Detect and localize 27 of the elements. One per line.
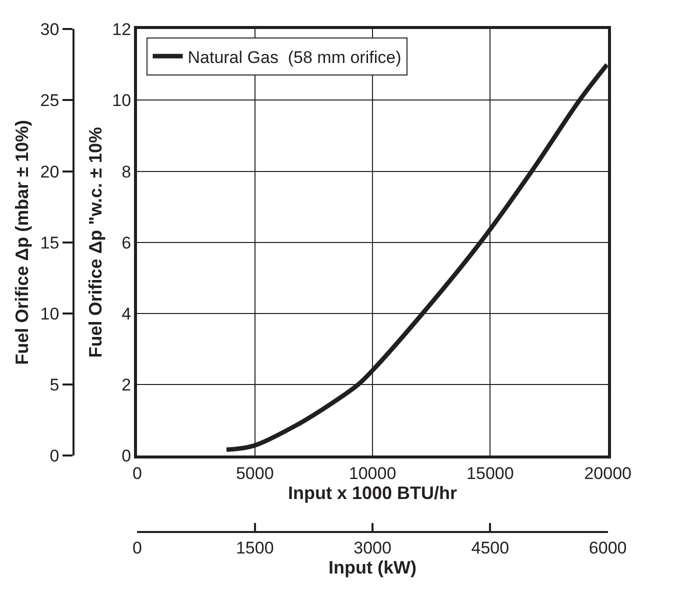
y2-tick-label: 10 xyxy=(40,304,60,324)
y-tick-label: 6 xyxy=(122,233,132,252)
y-tick-label: 8 xyxy=(122,162,132,182)
x-tick-label: 5000 xyxy=(236,464,274,483)
x-tick-label: 10000 xyxy=(348,464,396,483)
x-axis-title: Input x 1000 BTU/hr xyxy=(288,482,458,503)
x2-tick-label: 3000 xyxy=(354,538,392,558)
y2-axis-title: Fuel Orifice Δp (mbar ± 10%) xyxy=(12,120,32,365)
y2-tick-label: 30 xyxy=(40,20,60,40)
y2-tick-label: 20 xyxy=(40,162,60,182)
legend-label: Natural Gas (58 mm orifice) xyxy=(188,48,402,67)
x2-tick-label: 1500 xyxy=(236,538,274,558)
y-tick-label: 10 xyxy=(112,91,132,110)
y-tick-label: 0 xyxy=(122,446,132,466)
y2-tick-label: 15 xyxy=(40,233,60,252)
y2-tick-label: 25 xyxy=(40,91,60,110)
y-axis-title: Fuel Orifice Δp "w.c. ± 10% xyxy=(85,127,106,358)
y-tick-label: 12 xyxy=(112,20,132,40)
x2-tick-label: 4500 xyxy=(471,538,510,558)
y-tick-label: 4 xyxy=(122,304,132,324)
y2-tick-label: 5 xyxy=(50,376,60,395)
y-tick-label: 2 xyxy=(122,376,132,395)
y2-tick-label: 0 xyxy=(50,446,60,466)
x2-tick-label: 6000 xyxy=(588,538,627,558)
x2-axis-title: Input (kW) xyxy=(328,557,417,578)
x-tick-label: 15000 xyxy=(466,464,514,483)
x-tick-label: 20000 xyxy=(584,464,632,483)
